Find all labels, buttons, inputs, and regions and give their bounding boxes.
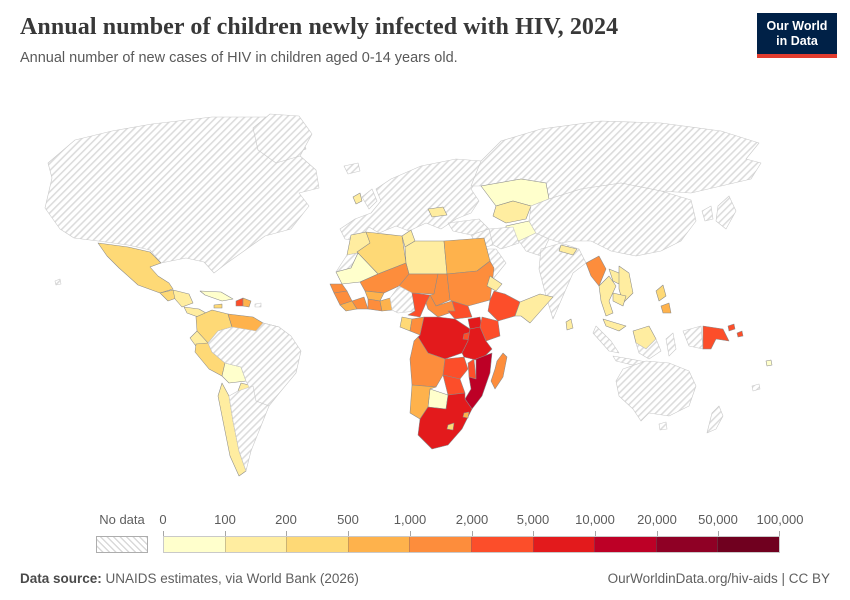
legend-tick: 0 (159, 512, 167, 527)
legend-tick: 500 (337, 512, 359, 527)
owid-logo[interactable]: Our World in Data (757, 13, 837, 58)
country-nepal[interactable] (558, 244, 578, 256)
country-europe[interactable] (339, 158, 482, 242)
country-mexico[interactable] (97, 242, 174, 294)
country-new-zealand[interactable] (706, 405, 724, 434)
legend-tick: 200 (275, 512, 297, 527)
country-sulawesi-indonesia[interactable] (665, 332, 677, 357)
legend-bin-6[interactable] (532, 537, 595, 552)
country-sri-lanka[interactable] (565, 318, 574, 331)
country-tasmania[interactable] (658, 421, 668, 431)
country-ethiopia[interactable] (487, 290, 521, 322)
legend-bin-3[interactable] (347, 537, 410, 552)
legend-tick: 100,000 (756, 512, 804, 527)
country-vietnam[interactable] (618, 265, 634, 304)
country-libya[interactable] (404, 240, 448, 275)
country-greenland[interactable] (252, 113, 313, 164)
country-thailand[interactable] (598, 275, 617, 317)
country-lesotho[interactable] (446, 422, 455, 431)
legend-tick: 5,000 (516, 512, 550, 527)
country-west-papua-indonesia[interactable] (682, 325, 704, 350)
no-data-label: No data (99, 512, 145, 527)
legend-bin-2[interactable] (286, 537, 348, 552)
legend-tick: 2,000 (455, 512, 489, 527)
country-romania[interactable] (427, 206, 448, 218)
country-australia[interactable] (615, 360, 697, 422)
country-south-africa[interactable] (417, 392, 473, 450)
country-borneo-indonesia[interactable] (635, 338, 662, 360)
country-china[interactable] (528, 182, 697, 257)
chart-header: Annual number of children newly infected… (20, 14, 750, 66)
data-source-label: Data source: (20, 571, 102, 586)
country-botswana[interactable] (427, 388, 449, 410)
country-argentina[interactable] (228, 385, 270, 472)
country-north-america[interactable] (44, 116, 320, 274)
owid-logo-line2: in Data (776, 34, 818, 48)
country-new-caledonia[interactable] (751, 383, 761, 392)
country-eritrea[interactable] (486, 275, 503, 292)
country-fiji[interactable] (765, 359, 773, 367)
country-ireland[interactable] (352, 192, 363, 205)
legend-bin-9[interactable] (717, 537, 779, 552)
legend-bin-4[interactable] (409, 537, 471, 552)
country-png-islands[interactable] (727, 323, 744, 338)
country-somalia[interactable] (514, 293, 554, 324)
country-hawaii[interactable] (54, 278, 62, 286)
data-source: Data source: UNAIDS estimates, via World… (20, 571, 359, 586)
country-philippines-luzon[interactable] (655, 284, 667, 302)
owid-link[interactable]: OurWorldinData.org/hiv-aids | CC BY (607, 571, 830, 586)
data-source-text: UNAIDS estimates, via World Bank (2026) (101, 571, 359, 586)
owid-logo-line1: Our World (766, 19, 828, 33)
legend-tick: 1,000 (393, 512, 427, 527)
country-philippines-mindanao[interactable] (660, 302, 672, 314)
country-zambia[interactable] (442, 356, 469, 380)
legend-tick: 20,000 (637, 512, 677, 527)
country-iceland[interactable] (343, 162, 361, 175)
legend-tick: 100 (214, 512, 236, 527)
legend-bin-1[interactable] (224, 537, 287, 552)
country-japan[interactable] (715, 195, 737, 230)
legend-tick: 50,000 (698, 512, 738, 527)
chart-subtitle: Annual number of new cases of HIV in chi… (20, 50, 458, 66)
country-puerto-rico[interactable] (254, 302, 262, 308)
legend-bin-5[interactable] (470, 537, 533, 552)
country-malawi[interactable] (467, 358, 477, 380)
legend-color-scale: 0 100 200 500 1,000 2,000 5,000 10,000 2… (159, 512, 804, 553)
country-korea[interactable] (701, 205, 714, 222)
country-eswatini[interactable] (462, 411, 470, 419)
country-india[interactable] (538, 242, 587, 320)
country-papua-new-guinea[interactable] (702, 325, 730, 350)
chart-footer: Data source: UNAIDS estimates, via World… (0, 561, 850, 600)
legend-bin-0[interactable] (164, 537, 225, 552)
legend-tick: 10,000 (575, 512, 615, 527)
country-mozambique[interactable] (464, 352, 493, 410)
country-cambodia[interactable] (612, 292, 627, 307)
country-honduras-nicaragua[interactable] (172, 289, 194, 308)
legend-no-data[interactable]: No data (96, 512, 148, 553)
country-malaysia[interactable] (602, 318, 627, 332)
no-data-swatch[interactable] (96, 536, 148, 553)
country-united-kingdom[interactable] (361, 188, 378, 210)
country-haiti[interactable] (235, 297, 244, 307)
page-title: Annual number of children newly infected… (20, 14, 619, 40)
country-madagascar[interactable] (490, 352, 508, 390)
map-legend: No data 0 100 200 500 1,000 2,000 5,000 … (96, 512, 804, 553)
country-uzbekistan-turkmenistan[interactable] (492, 200, 532, 224)
country-zimbabwe[interactable] (442, 374, 466, 396)
legend-color-bar (163, 536, 780, 553)
legend-bin-7[interactable] (594, 537, 656, 552)
country-cuba[interactable] (199, 290, 234, 302)
country-dominican-republic[interactable] (242, 297, 252, 308)
country-sumatra-indonesia[interactable] (592, 325, 620, 354)
legend-bin-8[interactable] (655, 537, 718, 552)
country-jamaica[interactable] (213, 303, 223, 309)
country-kenya[interactable] (479, 316, 501, 342)
country-myanmar[interactable] (585, 255, 607, 287)
